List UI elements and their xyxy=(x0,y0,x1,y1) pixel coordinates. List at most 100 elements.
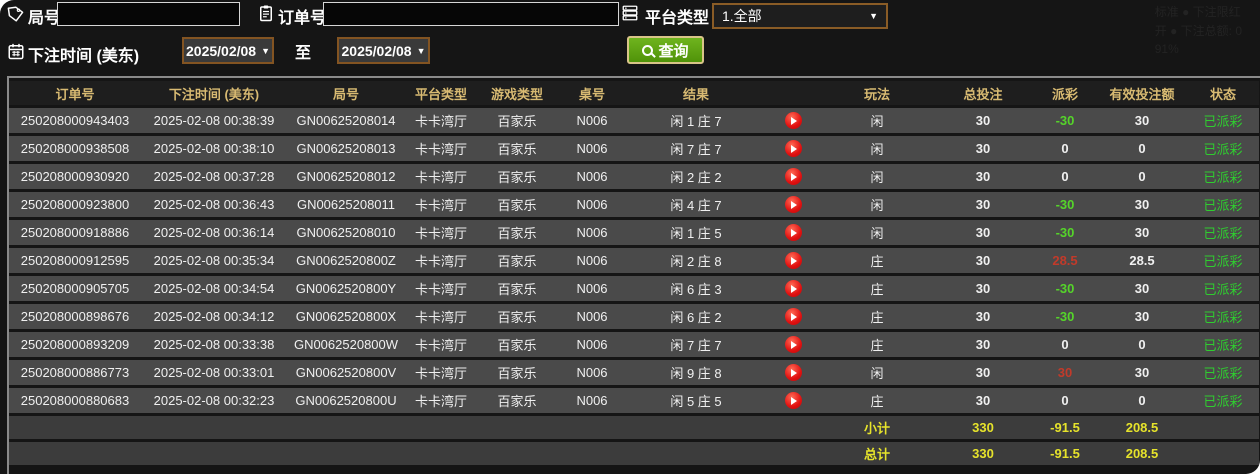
table-row: 250208000886773 2025-02-08 00:33:01 GN0062… xyxy=(9,360,1259,385)
subtotal-row-cell: 208.5 xyxy=(1097,416,1187,439)
play-video-button[interactable] xyxy=(784,168,802,186)
cell-time: 2025-02-08 00:33:01 xyxy=(141,360,287,385)
subtotal-row-cell xyxy=(477,416,557,439)
cell-round: GN00625208010 xyxy=(287,220,405,245)
col-header-bet: 总投注 xyxy=(933,81,1033,105)
cell-status: 已派彩 xyxy=(1187,332,1259,357)
cell-result: 闲 4 庄 7 xyxy=(627,192,765,217)
cell-game: 百家乐 xyxy=(477,192,557,217)
cell-time: 2025-02-08 00:38:39 xyxy=(141,108,287,133)
cell-order: 250208000930920 xyxy=(9,164,141,189)
cell-bet: 30 xyxy=(933,360,1033,385)
cell-valid: 30 xyxy=(1097,108,1187,133)
subtotal-row-cell: 小计 xyxy=(821,416,933,439)
search-button[interactable]: 查询 xyxy=(627,36,704,64)
cell-round: GN00625208011 xyxy=(287,192,405,217)
subtotal-row-cell xyxy=(287,416,405,439)
cell-bet: 30 xyxy=(933,164,1033,189)
round-number-input[interactable] xyxy=(57,2,240,26)
cell-game: 百家乐 xyxy=(477,388,557,413)
cell-result: 闲 2 庄 8 xyxy=(627,248,765,273)
cell-playtype: 庄 xyxy=(821,248,933,273)
date-to-select[interactable]: 2025/02/08 ▼ xyxy=(337,37,430,64)
cell-game: 百家乐 xyxy=(477,276,557,301)
cell-bet: 30 xyxy=(933,248,1033,273)
cell-bet: 30 xyxy=(933,220,1033,245)
cell-valid: 0 xyxy=(1097,164,1187,189)
cell-result: 闲 5 庄 5 xyxy=(627,388,765,413)
cell-order: 250208000938508 xyxy=(9,136,141,161)
overlay-line: 标准 ● 下注限红 xyxy=(1154,5,1241,19)
cell-valid: 30 xyxy=(1097,304,1187,329)
date-from-select[interactable]: 2025/02/08 ▼ xyxy=(182,37,274,64)
cell-payout: -30 xyxy=(1033,276,1097,301)
cell-status: 已派彩 xyxy=(1187,136,1259,161)
platform-type-select[interactable]: 1.全部 ▼ xyxy=(712,3,888,29)
cell-status: 已派彩 xyxy=(1187,304,1259,329)
col-header-platform: 平台类型 xyxy=(405,81,477,105)
cell-platform: 卡卡湾厅 xyxy=(405,304,477,329)
total-row-cell: 208.5 xyxy=(1097,442,1187,465)
cell-round: GN0062520800Z xyxy=(287,248,405,273)
cell-platform: 卡卡湾厅 xyxy=(405,276,477,301)
cell-order: 250208000918886 xyxy=(9,220,141,245)
total-row-cell xyxy=(1187,442,1259,465)
cell-game: 百家乐 xyxy=(477,108,557,133)
play-video-button[interactable] xyxy=(784,336,802,354)
col-header-payout: 派彩 xyxy=(1033,81,1097,105)
cell-result: 闲 1 庄 7 xyxy=(627,108,765,133)
play-video-button[interactable] xyxy=(784,112,802,130)
cell-payout: -30 xyxy=(1033,108,1097,133)
play-video-button[interactable] xyxy=(784,252,802,270)
cell-result: 闲 1 庄 5 xyxy=(627,220,765,245)
col-header-time: 下注时间 (美东) xyxy=(141,81,287,105)
cell-play xyxy=(765,164,821,189)
col-header-valid: 有效投注额 xyxy=(1097,81,1187,105)
cell-playtype: 闲 xyxy=(821,220,933,245)
cell-round: GN00625208012 xyxy=(287,164,405,189)
cell-play xyxy=(765,192,821,217)
overlay-line: 91% xyxy=(1154,42,1179,57)
chevron-down-icon: ▼ xyxy=(261,45,270,56)
cell-valid: 0 xyxy=(1097,136,1187,161)
col-header-game: 游戏类型 xyxy=(477,81,557,105)
cell-platform: 卡卡湾厅 xyxy=(405,332,477,357)
subtotal-row-cell xyxy=(405,416,477,439)
records-table-container: 订单号 下注时间 (美东) 局号 平台类型 游戏类型 桌号 结果 玩法 总投注 派彩 有效投注额 状态… xyxy=(7,76,1260,474)
play-video-button[interactable] xyxy=(784,196,802,214)
cell-play xyxy=(765,276,821,301)
play-video-button[interactable] xyxy=(784,364,802,382)
cell-table: N006 xyxy=(557,304,627,329)
play-video-button[interactable] xyxy=(784,280,802,298)
cell-status: 已派彩 xyxy=(1187,220,1259,245)
to-label: 至 xyxy=(295,45,312,62)
table-row: 250208000898676 2025-02-08 00:34:12 GN0062… xyxy=(9,304,1259,329)
cell-result: 闲 9 庄 8 xyxy=(627,360,765,385)
play-video-button[interactable] xyxy=(784,140,802,158)
cell-table: N006 xyxy=(557,108,627,133)
table-row: 250208000938508 2025-02-08 00:38:10 GN0062… xyxy=(9,136,1259,161)
col-header-order: 订单号 xyxy=(9,81,141,105)
subtotal-row-cell xyxy=(627,416,765,439)
cell-round: GN00625208014 xyxy=(287,108,405,133)
play-video-button[interactable] xyxy=(784,224,802,242)
round-number-label: 局号 xyxy=(28,10,61,27)
cell-status: 已派彩 xyxy=(1187,192,1259,217)
cell-result: 闲 2 庄 2 xyxy=(627,164,765,189)
cell-play xyxy=(765,108,821,133)
background-overlay-text: 标准 ● 下注限红 开 ● 下注总额: 0 91% xyxy=(1155,3,1242,59)
play-video-button[interactable] xyxy=(784,308,802,326)
total-row: 总计 330 -91.5 208.5 xyxy=(9,442,1259,465)
cell-playtype: 闲 xyxy=(821,192,933,217)
order-number-input[interactable] xyxy=(323,2,619,26)
cell-round: GN0062520800X xyxy=(287,304,405,329)
total-row-cell: -91.5 xyxy=(1033,442,1097,465)
cell-game: 百家乐 xyxy=(477,360,557,385)
cell-payout: 30 xyxy=(1033,360,1097,385)
total-row-cell xyxy=(9,442,141,465)
total-row-cell xyxy=(141,442,287,465)
play-video-button[interactable] xyxy=(784,392,802,410)
cell-status: 已派彩 xyxy=(1187,276,1259,301)
cell-time: 2025-02-08 00:35:34 xyxy=(141,248,287,273)
date-from-value: 2025/02/08 xyxy=(186,42,257,59)
